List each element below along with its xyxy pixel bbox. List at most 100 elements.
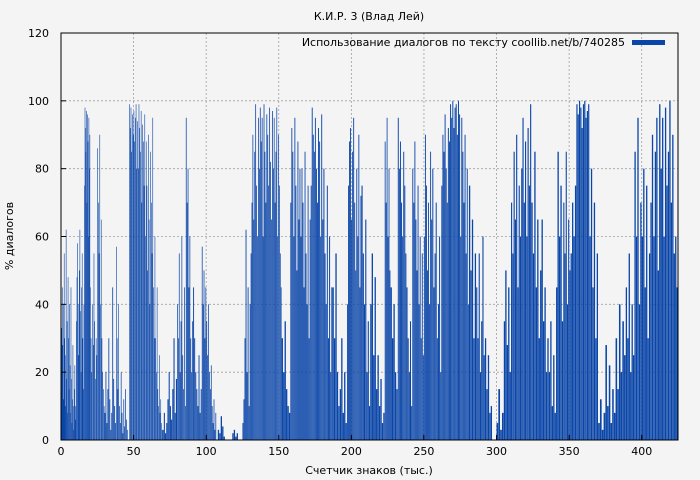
bar [357,236,359,440]
bar [214,429,216,440]
bar [103,406,105,440]
bar [632,355,635,440]
bar [88,236,89,440]
bar [512,253,514,440]
bar [459,114,461,441]
bar [158,355,160,440]
bar [298,219,300,440]
bar [490,406,493,440]
bar [617,389,619,440]
bar [308,338,310,440]
bar [101,338,103,440]
bar [152,117,154,441]
bar [88,117,90,441]
bar [608,365,611,440]
bar [478,253,480,440]
bar [86,111,87,440]
bar [304,151,306,441]
bar [188,287,190,440]
bar [574,185,577,440]
bar [156,287,158,440]
bar [246,372,248,440]
bar [75,419,76,440]
bar [96,355,98,440]
y-tick-label: 40 [35,298,49,311]
bar [253,219,255,440]
bar [147,270,148,440]
bar [527,127,529,440]
bar [203,270,205,440]
bar [150,151,151,441]
legend-swatch [632,40,665,45]
bar [413,202,415,440]
bar [63,253,65,440]
bar [143,185,145,440]
bar [209,389,211,440]
bar [95,378,96,440]
bar [183,389,184,440]
bar [121,412,123,440]
bars [61,100,678,441]
bar [211,406,213,440]
bar [419,236,421,440]
x-axis-label: Счетчик знаков (тыс.) [305,464,433,477]
bar [550,321,552,440]
bar [625,287,628,440]
bar [193,287,195,440]
bar [470,270,472,440]
bar [648,253,651,440]
bar [215,412,217,440]
bar [84,107,86,440]
bar [219,433,221,440]
bar [338,406,340,440]
bar [204,338,206,440]
bar [235,436,237,440]
bar [222,426,224,440]
bar [627,338,629,440]
x-tick-label: 100 [196,445,217,458]
bar [293,236,295,440]
bar [346,304,348,440]
bar [371,253,373,440]
grid [61,33,678,440]
bar [509,372,511,440]
bar [166,423,168,440]
bar [578,100,581,440]
bar [81,253,83,440]
bar [171,419,173,440]
bar [92,345,94,440]
bar [86,202,88,440]
bar [64,338,65,440]
bar [385,202,387,440]
bar [630,372,632,440]
bar [496,423,499,440]
bar [232,433,234,440]
bar [669,100,671,440]
bar [161,429,163,440]
bar [126,429,128,440]
bar [556,287,558,440]
bar [68,389,70,440]
bar [84,185,85,440]
bar [406,287,408,440]
bar [256,185,257,440]
bar [223,436,225,440]
bar [197,406,199,440]
bar [181,236,183,440]
bar [320,236,322,440]
bar [312,134,314,440]
bar [269,107,271,440]
bar [124,426,126,440]
bar [535,287,538,440]
bar [95,338,97,440]
bar [65,355,66,440]
bar [198,355,200,440]
bar [411,406,413,440]
bar [213,399,215,440]
bar [415,219,417,440]
bar [657,270,659,440]
bar [187,168,189,440]
bar [403,151,405,441]
bar [553,355,555,440]
bar [423,236,425,440]
